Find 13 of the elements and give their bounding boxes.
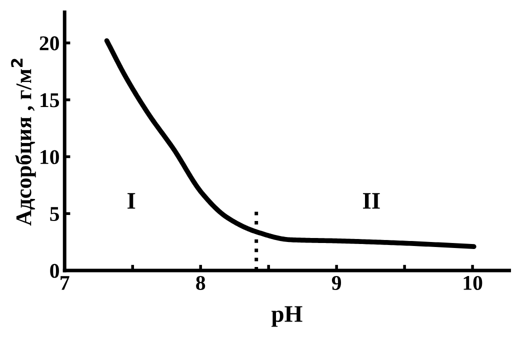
y-axis-title: Адсорбция , г/м$^{2}$ xyxy=(11,58,36,226)
x-tick-label: 8 xyxy=(196,276,206,290)
y-tick-label: 0 xyxy=(50,264,59,278)
y-tick-label: 15 xyxy=(40,93,59,108)
y-tick-label: 5 xyxy=(50,207,59,222)
x-axis-title: pH xyxy=(271,306,302,327)
x-tick-label: 9 xyxy=(332,276,342,290)
x-tick-label: 7 xyxy=(60,276,70,290)
x-tick-label: 10 xyxy=(464,276,482,290)
y-tick-label: 10 xyxy=(40,150,59,164)
annotation: I xyxy=(128,193,136,209)
annotation: II xyxy=(363,193,380,209)
y-tick-label: 20 xyxy=(40,36,59,50)
